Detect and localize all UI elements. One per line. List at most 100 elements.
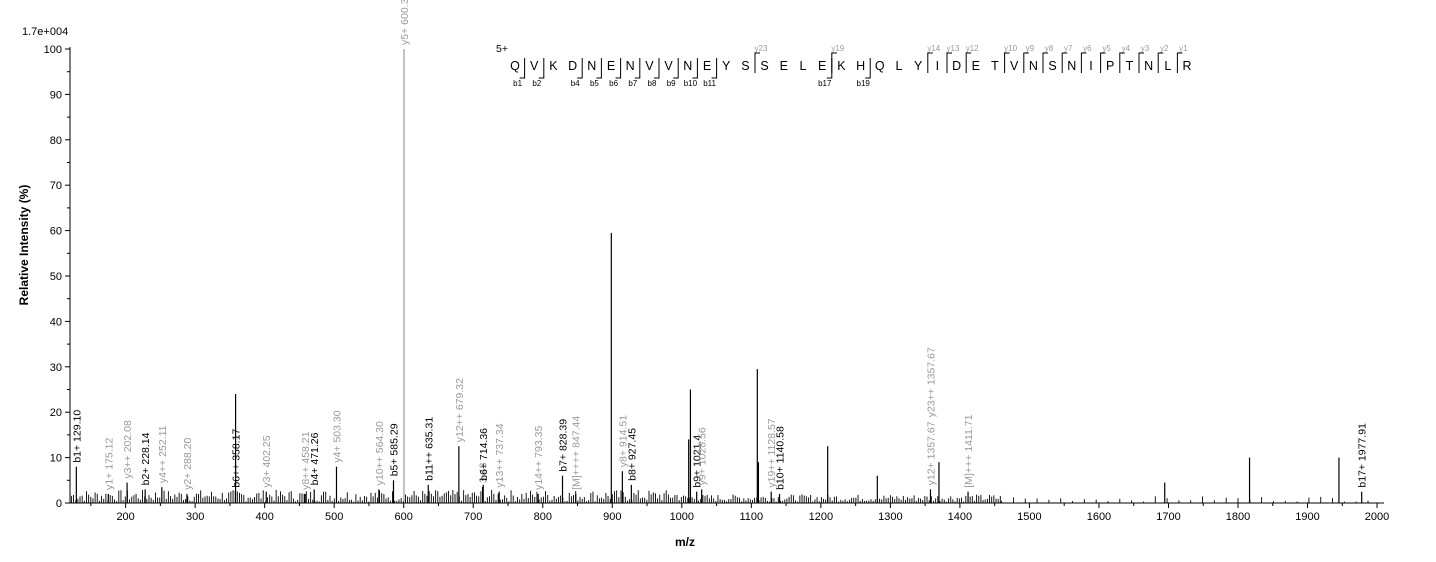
y-ion-label: y9 — [1026, 44, 1035, 53]
y-tick-label: 10 — [50, 453, 62, 465]
peaks-layer — [70, 49, 1369, 503]
y-tick-label: 40 — [50, 316, 62, 328]
residue: L — [896, 59, 903, 73]
x-tick-label: 1200 — [809, 511, 833, 523]
b-ion-bracket — [673, 58, 679, 79]
y-ion-label: y12 — [966, 44, 979, 53]
y-ion-label: y1 — [1179, 44, 1188, 53]
residue: E — [972, 59, 980, 73]
peak-label: b2+ 228.14 — [140, 432, 152, 485]
residue: H — [856, 59, 865, 73]
y-ion-bracket — [1080, 52, 1087, 73]
peak-label: b4+ 471.26 — [309, 432, 321, 485]
b-ion-bracket — [615, 58, 622, 79]
y-tick-label: 90 — [50, 89, 62, 101]
charge-label: 5+ — [496, 43, 508, 55]
x-tick-label: 2000 — [1365, 511, 1389, 523]
y-ion-label: y4 — [1122, 44, 1131, 53]
y-ion-bracket — [1138, 52, 1144, 73]
x-tick-label: 1400 — [948, 511, 972, 523]
peak-label: y9+ 1028.56 — [697, 427, 709, 485]
y-ion-bracket — [754, 52, 760, 73]
residue: T — [1126, 59, 1134, 73]
b-ion-label: b7 — [628, 79, 637, 88]
residue: Q — [875, 59, 885, 73]
residue: N — [1144, 59, 1153, 73]
y-tick-label: 50 — [50, 271, 62, 283]
y-ion-label: y23 — [755, 44, 768, 53]
b-ion-label: b11 — [703, 79, 716, 88]
peak-label: y5+ 600.35 — [399, 0, 411, 45]
b-ion-label: b6 — [609, 79, 618, 88]
residue: I — [936, 59, 939, 73]
y-tick-label: 100 — [44, 44, 62, 56]
b-ion-bracket — [596, 58, 602, 79]
y-ion-bracket — [946, 52, 952, 73]
residue: I — [1089, 59, 1092, 73]
peak-label: y4+ 503.30 — [331, 410, 343, 462]
peak-label: y23++ 1357.67 — [925, 347, 937, 417]
y-ion-label: y14 — [927, 44, 940, 53]
b-ion-bracket — [711, 58, 718, 79]
peak-label: y8+ 914.51 — [617, 415, 629, 467]
x-tick-label: 1900 — [1295, 511, 1319, 523]
residue: S — [760, 59, 768, 73]
b-ion-bracket — [577, 58, 583, 79]
peak-label: b1+ 129.10 — [71, 410, 83, 463]
x-tick-label: 1100 — [740, 511, 764, 523]
y-ion-bracket — [965, 52, 972, 73]
axes: 200 300 400 500 600 700 800 900 1000 1100 1200 1300… — [44, 44, 1390, 523]
residue: P — [1106, 59, 1114, 73]
b-ion-bracket — [826, 58, 833, 79]
residue: D — [568, 59, 577, 73]
x-tick-label: 800 — [534, 511, 552, 523]
x-tick-label: 300 — [186, 511, 204, 523]
y-ion-label: y13 — [947, 44, 960, 53]
y-ion-bracket — [1023, 52, 1029, 73]
residue: K — [837, 59, 846, 73]
b-ion-label: b4 — [571, 79, 580, 88]
peak-label: 3.43 — [478, 463, 490, 484]
residue: N — [683, 59, 692, 73]
residue: Y — [914, 59, 923, 73]
residue: V — [530, 59, 539, 73]
peak-label: y4++ 252.11 — [157, 425, 169, 483]
y-ion-bracket — [927, 52, 933, 73]
peak-label: b6+ 714.36 — [478, 428, 490, 481]
residue: V — [1010, 59, 1019, 73]
y-ion-label: y5 — [1102, 44, 1111, 53]
y-ion-label: y2 — [1160, 44, 1169, 53]
x-tick-label: 1000 — [670, 511, 694, 523]
b-ion-label: b10 — [684, 79, 698, 88]
peak-label: y3+ 402.25 — [261, 435, 273, 487]
y-ion-label: y10 — [1004, 44, 1017, 53]
x-tick-label: 400 — [255, 511, 273, 523]
x-tick-label: 1500 — [1017, 511, 1041, 523]
b-ion-bracket — [692, 58, 698, 79]
y-tick-label: 60 — [50, 226, 62, 238]
x-tick-label: 1300 — [878, 511, 902, 523]
residue: N — [1067, 59, 1076, 73]
peak-label: y12+ 1357.67 — [925, 421, 937, 485]
b-ion-bracket — [538, 58, 545, 79]
residue: T — [991, 59, 999, 73]
residue: E — [780, 59, 788, 73]
peak-label: b17+ 1977.91 — [1357, 423, 1369, 488]
residue: Y — [722, 59, 731, 73]
peak-annotations: b1+ 129.10 y1+ 175.12 y3++ 202.08 b2+ 228.1… — [71, 0, 1368, 490]
y-ion-bracket — [1176, 52, 1183, 73]
b-ion-label: b2 — [532, 79, 541, 88]
y-ion-bracket — [831, 52, 837, 73]
residue: N — [1029, 59, 1038, 73]
b-ion-label: b1 — [513, 79, 522, 88]
y-ion-bracket — [1100, 52, 1106, 73]
sequence-coverage: 5+Q V K D N E N V V N E Y S S E L E K H Q L Y I D E T V N S N I P T N L Rb1… — [496, 43, 1192, 88]
residue: S — [741, 59, 749, 73]
b-ion-bracket — [865, 58, 871, 79]
residue: N — [626, 59, 635, 73]
residue: N — [587, 59, 596, 73]
residue: V — [664, 59, 673, 73]
x-tick-label: 500 — [325, 511, 343, 523]
residue: D — [952, 59, 961, 73]
y-ion-label: y3 — [1141, 44, 1150, 53]
